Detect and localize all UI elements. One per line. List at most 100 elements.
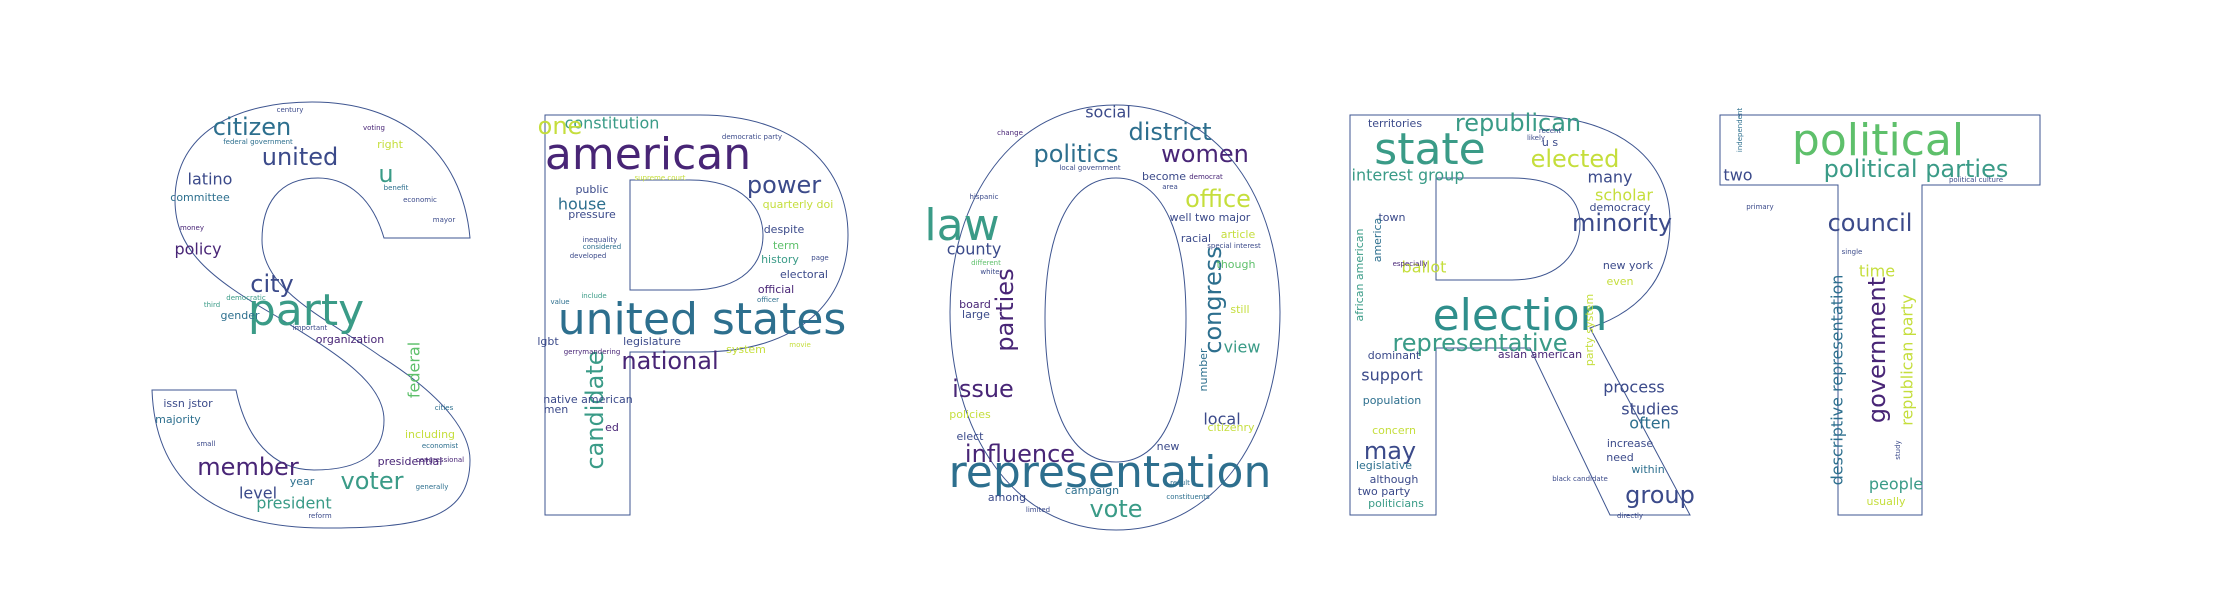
word-number: number [1197, 348, 1210, 391]
word-include: include [581, 292, 606, 300]
word-article: article [1221, 228, 1256, 241]
word-constitution: constitution [565, 114, 660, 133]
word-president: president [256, 494, 331, 513]
word-page: page [811, 254, 828, 262]
letter-outline-r [1349, 114, 1691, 516]
word-policy: policy [174, 240, 221, 259]
word-member: member [197, 453, 299, 481]
word-influence: influence [965, 440, 1075, 468]
word-black-candidate: black candidate [1552, 475, 1608, 483]
word-official: official [758, 283, 794, 296]
word-political-parties: political parties [1824, 155, 2009, 183]
word-voter: voter [341, 467, 404, 495]
word-ed: ed [605, 421, 619, 434]
word-become: become [1142, 170, 1186, 183]
word-congressional: congressional [416, 456, 464, 464]
word-electoral: electoral [780, 268, 828, 281]
word-two-party: two party [1358, 485, 1411, 498]
word-even: even [1606, 275, 1633, 288]
word-likely: likely [1527, 134, 1545, 142]
word-elect: elect [957, 430, 985, 443]
word-latino: latino [188, 170, 233, 189]
word-issn-jstor: issn jstor [163, 397, 213, 410]
word-although: although [1370, 473, 1419, 486]
word-politics: politics [1033, 140, 1118, 168]
word-often: often [1629, 414, 1670, 433]
word-politicians: politicians [1368, 497, 1424, 510]
word-within: within [1631, 463, 1664, 476]
word-scholar: scholar [1595, 186, 1653, 205]
word-year: year [290, 475, 315, 488]
word-election: election [1433, 290, 1608, 341]
word-committee: committee [170, 191, 230, 204]
word-level: level [239, 484, 277, 503]
word-generally: generally [416, 483, 449, 491]
word-ballot: ballot [1402, 258, 1447, 277]
word-minority: minority [1572, 209, 1672, 237]
word-republican: republican [1455, 109, 1581, 137]
word-african-american: african american [1353, 228, 1366, 321]
word-voting: voting [363, 124, 385, 132]
word-white: white [980, 268, 999, 276]
word-america: america [1371, 218, 1384, 263]
word-democrat: democrat [1189, 173, 1223, 181]
word-still: still [1230, 303, 1249, 316]
word-political: political [1792, 115, 1964, 166]
word-supreme-court: supreme court [634, 174, 685, 182]
word-elected: elected [1531, 145, 1620, 173]
word-democratic: democratic [226, 294, 266, 302]
word-racial: racial [1181, 232, 1211, 245]
word-interest-group: interest group [1352, 166, 1465, 185]
word-federal: federal [405, 342, 424, 398]
word-developed: developed [570, 252, 607, 260]
word-legislature: legislature [623, 335, 681, 348]
word-organization: organization [316, 333, 384, 346]
word-cities: cities [435, 404, 454, 412]
word-law: law [924, 200, 999, 251]
word-mayor: mayor [433, 216, 456, 224]
word-value: value [550, 298, 569, 306]
word-native-american: native american [543, 393, 632, 406]
word-public: public [575, 183, 608, 196]
word-presidential: presidential [378, 455, 443, 468]
word-right: right [377, 138, 404, 151]
letter-outline-p [544, 114, 849, 516]
word-office: office [1185, 185, 1251, 213]
word-united: united [262, 143, 339, 171]
word-recent: recent [1539, 127, 1562, 135]
word-independent: independent [1736, 108, 1744, 153]
word-time: time [1859, 262, 1895, 281]
word-policies: policies [949, 408, 991, 421]
word-term: term [773, 239, 799, 252]
letter-outline-t [1719, 114, 2041, 516]
word-especially: especially [1393, 260, 1428, 268]
word-well-two-major: well two major [1170, 211, 1251, 224]
word-democratic-party: democratic party [722, 133, 782, 141]
word-economic: economic [403, 196, 437, 204]
word-citizenry: citizenry [1207, 421, 1255, 434]
word-democracy: democracy [1589, 201, 1651, 214]
word-system: system [726, 343, 766, 356]
word-parties: parties [991, 268, 1019, 351]
word-pressure: pressure [568, 208, 616, 221]
word-gender: gender [221, 309, 260, 322]
word-city: city [250, 270, 293, 298]
word-state: state [1374, 124, 1485, 175]
word-candidate: candidate [581, 350, 609, 469]
word-hispanic: hispanic [970, 193, 999, 201]
word-benefit: benefit [384, 184, 409, 192]
word-new: new [1157, 440, 1180, 453]
word-single: single [1842, 248, 1863, 256]
letter-outline-s [151, 101, 471, 529]
word-dominant: dominant [1368, 349, 1421, 362]
word-movie: movie [789, 341, 811, 349]
word-economist: economist [422, 442, 459, 450]
word-county: county [947, 240, 1002, 259]
word-area: area [1162, 183, 1178, 191]
word-national: national [621, 347, 718, 375]
word-power: power [747, 171, 821, 199]
word-quarterly-doi: quarterly doi [763, 198, 834, 211]
